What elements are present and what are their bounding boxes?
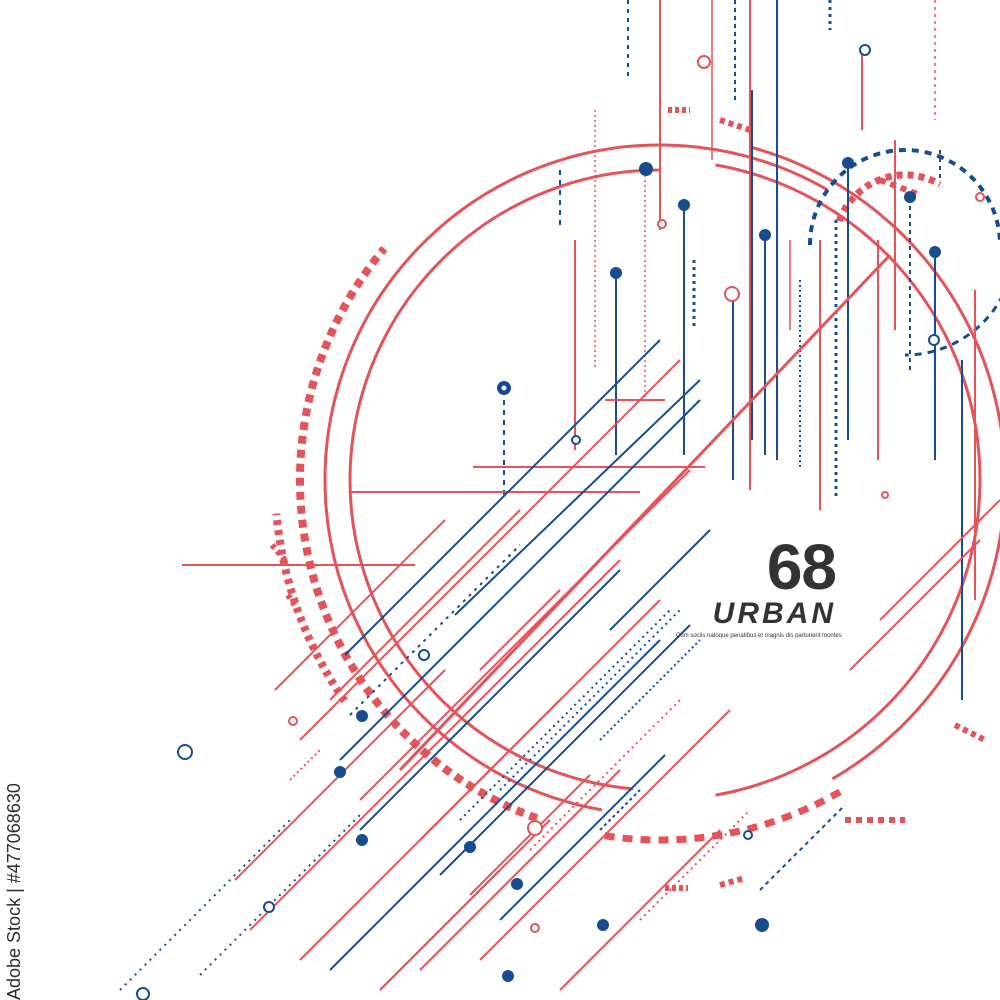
decor-arc [748, 145, 1000, 781]
ring-node-dot [530, 923, 540, 933]
ring-node-dot [743, 830, 753, 840]
node-dot [334, 766, 346, 778]
decor-line [559, 829, 721, 991]
decor-line [499, 754, 666, 921]
ring-node-dot [975, 192, 985, 202]
decor-line [479, 709, 731, 961]
decor-arc [348, 168, 661, 791]
decor-line [274, 519, 446, 691]
node-dot [929, 246, 941, 258]
decor-line [199, 814, 361, 976]
decor-line [849, 539, 981, 671]
node-dot [678, 199, 690, 211]
decor-arc [272, 513, 348, 704]
lines-layer [119, 0, 1000, 991]
decor-line [398, 253, 892, 772]
decor-arc [808, 148, 1000, 246]
ring-node-dot [881, 491, 889, 499]
decor-line [719, 117, 751, 133]
ring-node-dot [263, 901, 275, 913]
decor-line [299, 359, 681, 741]
decor-line [609, 529, 711, 631]
decor-line [119, 819, 291, 991]
node-dot [464, 841, 476, 853]
decor-line [459, 609, 671, 821]
decor-line [879, 499, 1000, 621]
decor-arc [596, 788, 842, 844]
node-dot [842, 157, 854, 169]
decor-line [349, 544, 521, 716]
decor-line [469, 774, 591, 896]
decor-line [499, 609, 681, 791]
decor-line [599, 639, 701, 741]
decor-line [639, 809, 751, 921]
decor-line [339, 399, 701, 761]
decor-arc [296, 246, 539, 823]
title-word: URBAN [712, 597, 836, 630]
node-dot [511, 878, 523, 890]
decor-line [289, 749, 321, 781]
decor-line [249, 559, 621, 931]
decor-line [329, 509, 521, 701]
ring-node-dot [418, 649, 430, 661]
decor-line [953, 722, 987, 743]
ring-node-dot [571, 435, 581, 445]
node-dot [501, 385, 507, 391]
node-dot [755, 918, 769, 932]
circles-layer [272, 143, 1000, 844]
ring-node-dot [928, 334, 940, 346]
node-dot [502, 970, 514, 982]
node-dot [639, 162, 653, 176]
ring-node-dot [136, 987, 150, 1000]
decor-arc [904, 297, 1000, 357]
decor-line [269, 543, 288, 562]
node-dot [610, 267, 622, 279]
decor-line [379, 819, 551, 991]
dots-layer [136, 44, 985, 1000]
ring-node-dot [724, 286, 740, 302]
decor-line [299, 699, 561, 961]
stock-watermark-id: Adobe Stock | #477068630 [4, 783, 24, 1000]
decor-line [479, 589, 561, 671]
title-number: 68 [766, 531, 837, 603]
ring-node-dot [288, 716, 298, 726]
ring-node-dot [177, 744, 193, 760]
decor-line [359, 569, 621, 831]
ring-node-dot [697, 55, 711, 69]
ring-node-dot [859, 44, 871, 56]
decor-line [529, 699, 681, 851]
decor-line [719, 875, 746, 888]
decor-line [419, 769, 621, 971]
tagline: Cum sociis natoque penatibus et magnis d… [676, 633, 842, 639]
decor-line [759, 804, 846, 891]
decor-line [285, 593, 301, 612]
node-dot [356, 834, 368, 846]
decor-line [329, 639, 661, 971]
decor-line [439, 624, 691, 876]
decor-line [454, 379, 701, 616]
decor-arc [835, 171, 942, 223]
ring-node-dot [657, 219, 667, 229]
node-dot [356, 710, 368, 722]
decor-line [344, 339, 661, 656]
ring-node-dot [527, 820, 543, 836]
title-block: 68 URBAN Cum sociis natoque penatibus et… [676, 531, 842, 640]
node-dot [904, 191, 916, 203]
decor-line [359, 469, 691, 801]
node-dot [597, 919, 609, 931]
decor-line [599, 789, 641, 831]
node-dot [759, 229, 771, 241]
